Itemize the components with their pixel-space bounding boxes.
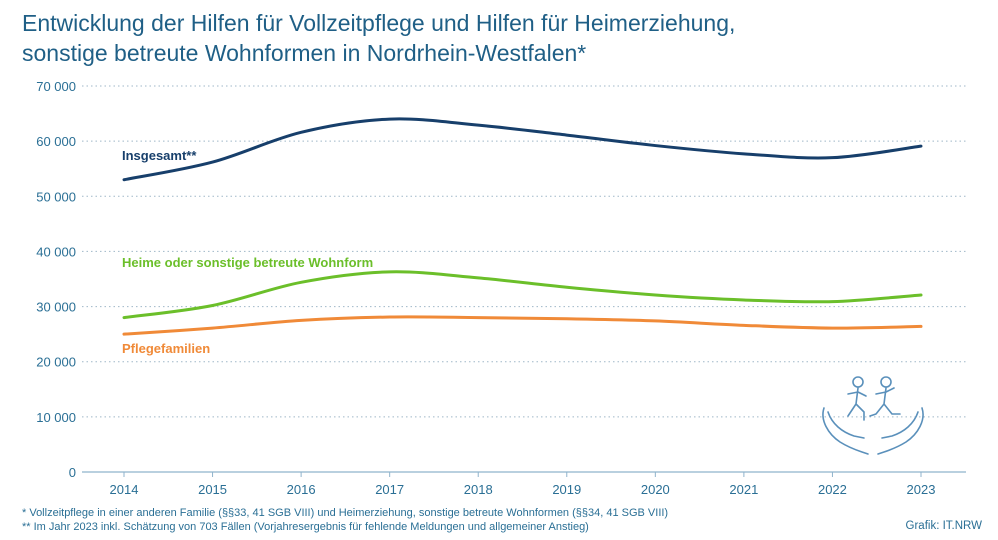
x-tick-label: 2022 <box>818 482 847 497</box>
y-tick-label: 50 000 <box>36 189 76 204</box>
y-tick-label: 70 000 <box>36 79 76 94</box>
series-line-insgesamt <box>122 117 923 182</box>
data-series <box>122 117 923 336</box>
x-axis: 2014 2015 2016 2017 2018 2019 2020 2021 2022 2023 <box>82 471 966 497</box>
y-tick-label: 40 000 <box>36 244 76 259</box>
y-tick-label: 10 000 <box>36 410 76 425</box>
footnote-1: * Vollzeitpflege in einer anderen Famili… <box>22 507 669 519</box>
line-chart: 0 10 000 20 000 30 000 40 000 50 000 60 000 70 … <box>36 79 966 497</box>
x-tick-label: 2019 <box>552 482 581 497</box>
y-tick-label: 20 000 <box>36 355 76 370</box>
series-label: Pflegefamilien <box>122 341 210 356</box>
x-tick-label: 2016 <box>287 482 316 497</box>
x-tick-label: 2017 <box>375 482 404 497</box>
x-tick-label: 2020 <box>641 482 670 497</box>
series-label: Insgesamt** <box>122 148 197 163</box>
chart-title-line-1: Entwicklung der Hilfen für Vollzeitpfleg… <box>22 10 736 36</box>
chart-title-line-2: sonstige betreute Wohnformen in Nordrhei… <box>22 40 587 66</box>
children-in-hands-icon <box>822 376 924 455</box>
footnotes: * Vollzeitpflege in einer anderen Famili… <box>22 506 668 534</box>
x-tick-label: 2023 <box>907 482 936 497</box>
y-tick-label: 60 000 <box>36 134 76 149</box>
x-tick-label: 2014 <box>110 482 139 497</box>
x-tick-label: 2015 <box>198 482 227 497</box>
series-line-pflegefamilien <box>122 315 923 336</box>
footnote-2: ** Im Jahr 2023 inkl. Schätzung von 703 … <box>22 521 589 533</box>
y-tick-label: 30 000 <box>36 300 76 315</box>
x-tick-label: 2018 <box>464 482 493 497</box>
y-tick-label: 0 <box>69 465 76 480</box>
grid-lines <box>82 85 966 418</box>
series-labels: Insgesamt** Heime oder sonstige betreute … <box>122 148 373 356</box>
series-line-heime-oder-sonstige-betreute-wohnform <box>122 270 923 320</box>
source-credit: Grafik: IT.NRW <box>905 520 982 532</box>
chart-title: Entwicklung der Hilfen für Vollzeitpfleg… <box>22 8 982 68</box>
series-label: Heime oder sonstige betreute Wohnform <box>122 255 373 270</box>
y-axis-tick-labels: 0 10 000 20 000 30 000 40 000 50 000 60 000 70 … <box>36 79 76 480</box>
x-tick-label: 2021 <box>729 482 758 497</box>
